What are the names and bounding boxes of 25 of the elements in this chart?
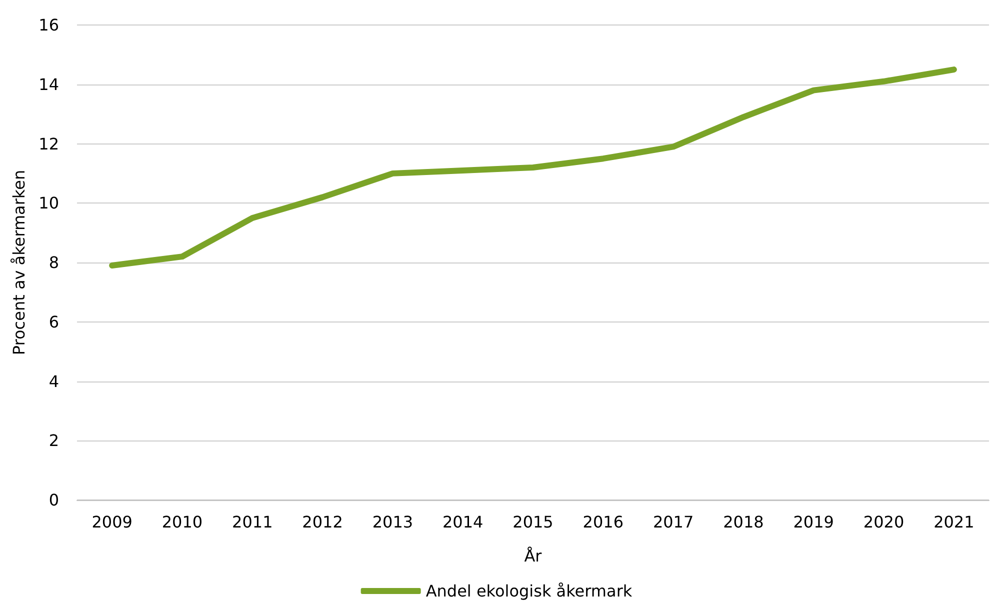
y-axis-title: Procent av åkermarken — [10, 170, 28, 356]
y-tick-label: 8 — [48, 253, 59, 272]
x-tick-label: 2014 — [442, 512, 484, 532]
x-tick-label: 2012 — [302, 512, 343, 532]
x-tick-label: 2013 — [372, 512, 414, 532]
y-tick-label: 0 — [48, 490, 59, 510]
x-tick-label: 2020 — [863, 512, 904, 532]
y-tick-label: 6 — [48, 312, 59, 332]
x-tick-label: 2021 — [934, 512, 974, 532]
x-tick-label: 2017 — [652, 512, 694, 532]
x-tick-label: 2019 — [793, 512, 834, 532]
y-tick-label: 4 — [48, 372, 59, 391]
x-tick-label: 2010 — [162, 512, 203, 532]
x-tick-label: 2018 — [723, 512, 764, 532]
x-axis-title: År — [524, 546, 542, 566]
y-tick-label: 12 — [38, 134, 59, 154]
y-tick-label: 2 — [48, 431, 59, 450]
y-tick-label: 10 — [38, 194, 59, 213]
y-tick-label: 14 — [38, 74, 59, 94]
y-tick-label: 16 — [38, 16, 59, 34]
x-tick-label: 2015 — [512, 512, 554, 532]
legend-label: Andel ekologisk åkermark — [426, 582, 633, 600]
x-tick-label: 2011 — [232, 512, 273, 532]
x-tick-label: 2009 — [92, 512, 132, 532]
x-tick-label: 2016 — [582, 512, 624, 532]
